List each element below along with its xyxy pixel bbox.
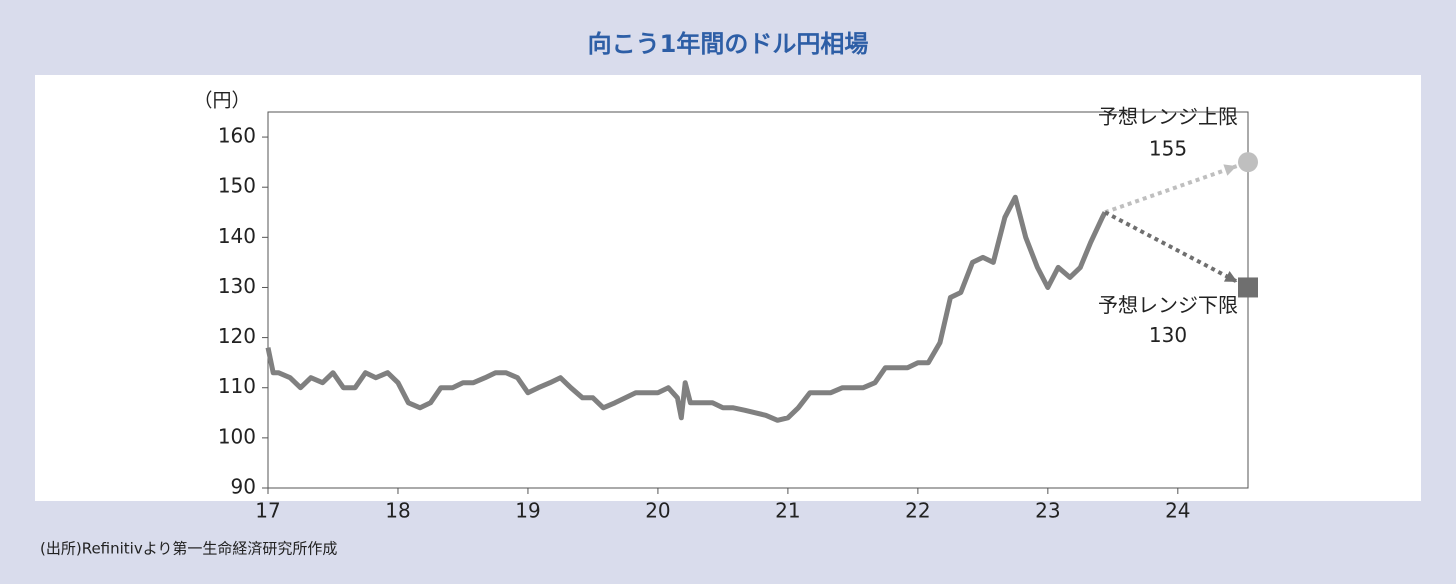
source-note: (出所)Refinitivより第一生命経済研究所作成 bbox=[40, 540, 337, 558]
x-tick-label: 18 bbox=[385, 499, 410, 523]
y-tick-label: 110 bbox=[218, 374, 256, 398]
chart-title: 向こう1年間のドル円相場 bbox=[588, 30, 869, 58]
forecast-value: 130 bbox=[1149, 323, 1187, 347]
forecast-value: 155 bbox=[1149, 137, 1187, 161]
y-tick-label: 130 bbox=[218, 274, 256, 298]
price-line bbox=[265, 194, 1108, 423]
plot-panel bbox=[35, 75, 1421, 501]
forecast-label: 予想レンジ上限 bbox=[1098, 105, 1238, 129]
y-tick-label: 150 bbox=[218, 174, 256, 198]
forecast-arrow bbox=[1223, 270, 1238, 282]
x-tick-label: 17 bbox=[255, 499, 280, 523]
forecast-marker bbox=[1238, 152, 1258, 173]
y-tick-label: 160 bbox=[218, 124, 256, 148]
y-tick-label: 120 bbox=[218, 324, 256, 348]
y-tick-label: 90 bbox=[231, 475, 256, 499]
forecast-arrow bbox=[1223, 164, 1237, 176]
x-tick-label: 20 bbox=[645, 499, 670, 523]
x-tick-label: 22 bbox=[905, 499, 930, 523]
y-tick-label: 100 bbox=[218, 424, 256, 448]
plot-frame bbox=[267, 111, 1249, 489]
x-tick-label: 21 bbox=[775, 499, 800, 523]
x-tick-label: 23 bbox=[1035, 499, 1060, 523]
forecast-line bbox=[1104, 210, 1239, 284]
forecast-marker bbox=[1238, 277, 1258, 298]
x-tick-label: 19 bbox=[515, 499, 540, 523]
y-tick-label: 140 bbox=[218, 224, 256, 248]
forecast-label: 予想レンジ下限 bbox=[1098, 293, 1238, 317]
y-axis-label: （円） bbox=[193, 90, 250, 112]
x-tick-label: 24 bbox=[1165, 499, 1190, 523]
